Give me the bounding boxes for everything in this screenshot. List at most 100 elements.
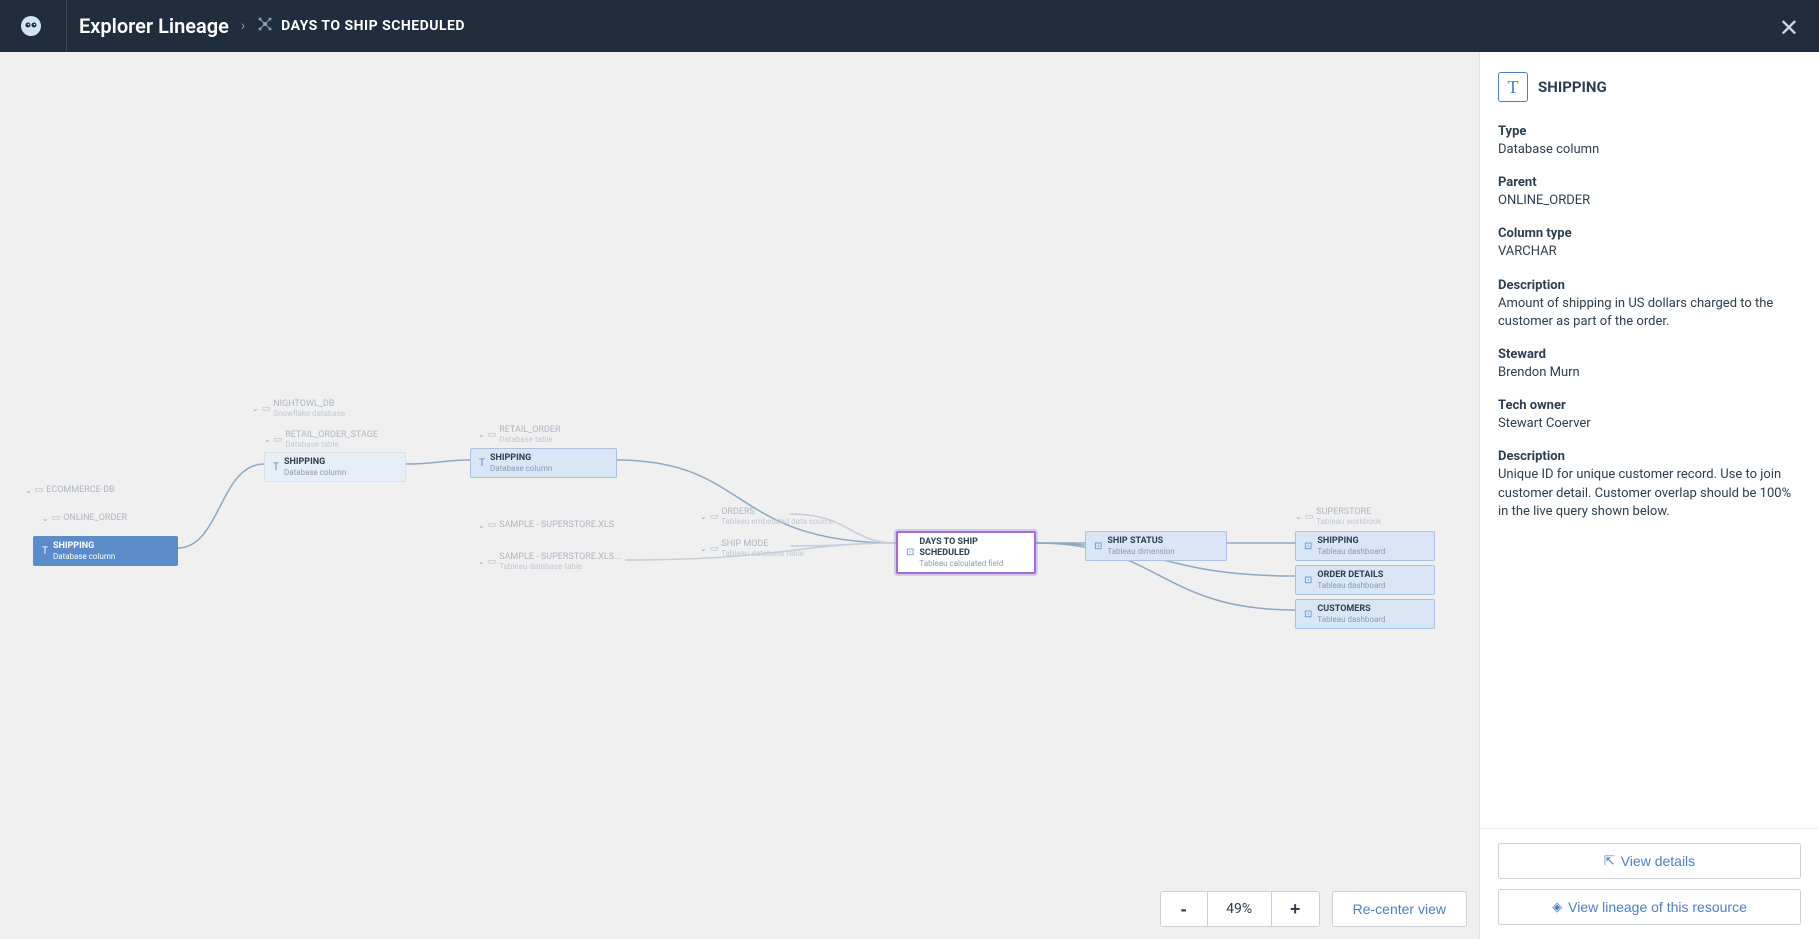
node-title: DAYS TO SHIP SCHEDULED bbox=[919, 537, 1026, 559]
node-type-icon: T bbox=[273, 462, 279, 473]
db-icon: ▭ bbox=[710, 544, 719, 554]
lineage-label-retail-order-stage[interactable]: ⌄▭RETAIL_ORDER_STAGEDatabase table bbox=[264, 430, 378, 449]
node-title: SHIP STATUS bbox=[1107, 536, 1174, 547]
node-subtitle: Database column bbox=[490, 464, 552, 474]
lineage-label-superstore[interactable]: ⌄▭SUPERSTORETableau workbook bbox=[1295, 507, 1381, 526]
view-lineage-button[interactable]: ◈ View lineage of this resource bbox=[1498, 889, 1801, 925]
view-details-button[interactable]: ⇱ View details bbox=[1498, 843, 1801, 879]
node-type-icon: ⊡ bbox=[1304, 575, 1312, 586]
lineage-node-days-to-ship[interactable]: ⊡ DAYS TO SHIP SCHEDULEDTableau calculate… bbox=[896, 531, 1036, 574]
label-subtitle: Tableau workbook bbox=[1316, 517, 1381, 526]
chevron-down-icon: ⌄ bbox=[1295, 512, 1302, 521]
field-label: Column type bbox=[1498, 226, 1801, 241]
lineage-canvas[interactable]: ⌄▭ECOMMERCE-DB⌄▭ONLINE_ORDER⌄▭NIGHTOWL_D… bbox=[0, 52, 1479, 939]
close-button[interactable]: ✕ bbox=[1779, 14, 1799, 43]
field-value: Brendon Murn bbox=[1498, 364, 1801, 382]
label-subtitle: Database table bbox=[499, 435, 560, 444]
lineage-icon bbox=[257, 16, 273, 36]
db-icon: ▭ bbox=[710, 512, 719, 522]
chevron-down-icon: ⌄ bbox=[25, 486, 32, 495]
panel-field: DescriptionUnique ID for unique customer… bbox=[1498, 449, 1801, 521]
node-subtitle: Database column bbox=[53, 552, 115, 562]
lineage-node-shipping-dash[interactable]: ⊡SHIPPINGTableau dashboard bbox=[1295, 531, 1435, 561]
details-panel: T SHIPPING TypeDatabase columnParentONLI… bbox=[1479, 52, 1819, 939]
node-type-icon: ⊡ bbox=[1094, 541, 1102, 552]
chevron-down-icon: ⌄ bbox=[700, 512, 707, 521]
lineage-label-online-order[interactable]: ⌄▭ONLINE_ORDER bbox=[42, 513, 127, 523]
node-type-icon: ⊡ bbox=[906, 547, 914, 558]
chevron-down-icon: ⌄ bbox=[478, 521, 485, 530]
label-title: SAMPLE - SUPERSTORE.XLS... bbox=[499, 552, 621, 562]
field-value: Amount of shipping in US dollars charged… bbox=[1498, 295, 1801, 331]
node-title: CUSTOMERS bbox=[1317, 604, 1385, 615]
lineage-label-ecommerce-db[interactable]: ⌄▭ECOMMERCE-DB bbox=[25, 485, 115, 495]
lineage-node-order-details[interactable]: ⊡ ORDER DETAILSTableau dashboard bbox=[1295, 565, 1435, 595]
node-title: SHIPPING bbox=[490, 453, 552, 464]
field-value: Unique ID for unique customer record. Us… bbox=[1498, 466, 1801, 521]
lineage-label-ship-mode[interactable]: ⌄▭SHIP MODETableau database table bbox=[700, 539, 804, 558]
zoom-level: 49% bbox=[1208, 891, 1272, 927]
chevron-down-icon: ⌄ bbox=[700, 544, 707, 553]
label-subtitle: Tableau embedded data source bbox=[721, 517, 833, 526]
field-value: VARCHAR bbox=[1498, 243, 1801, 261]
node-title: SHIPPING bbox=[284, 457, 346, 468]
lineage-node-shipping-1[interactable]: T SHIPPINGDatabase column bbox=[264, 452, 406, 482]
panel-field: Steward Brendon Murn bbox=[1498, 347, 1801, 382]
label-title: SAMPLE - SUPERSTORE.XLS bbox=[499, 520, 614, 530]
field-label: Description bbox=[1498, 278, 1801, 293]
recenter-button[interactable]: Re-center view bbox=[1332, 891, 1467, 927]
lineage-label-sample-superstore2[interactable]: ⌄▭SAMPLE - SUPERSTORE.XLS...Tableau data… bbox=[478, 552, 621, 571]
node-subtitle: Tableau calculated field bbox=[919, 559, 1026, 569]
db-icon: ▭ bbox=[262, 404, 271, 414]
lineage-label-nightowl-db[interactable]: ⌄▭NIGHTOWL_DBSnowflake database bbox=[252, 399, 345, 418]
view-details-label: View details bbox=[1621, 853, 1695, 869]
header-divider bbox=[66, 0, 67, 52]
lineage-node-shipping-2[interactable]: TSHIPPINGDatabase column bbox=[470, 448, 617, 478]
db-icon: ▭ bbox=[35, 485, 44, 495]
field-value: Database column bbox=[1498, 141, 1801, 159]
label-title: ECOMMERCE-DB bbox=[46, 485, 115, 495]
lineage-node-ship-status[interactable]: ⊡ SHIP STATUSTableau dimension bbox=[1085, 531, 1227, 561]
lineage-label-sample-superstore[interactable]: ⌄▭SAMPLE - SUPERSTORE.XLS bbox=[478, 520, 614, 530]
app-header: Explorer Lineage › DAYS TO SHIP SCHEDULE… bbox=[0, 0, 1819, 52]
field-label: Steward bbox=[1498, 347, 1801, 362]
chevron-down-icon: ⌄ bbox=[478, 557, 485, 566]
label-title: RETAIL_ORDER bbox=[499, 425, 560, 435]
node-subtitle: Tableau dimension bbox=[1107, 547, 1174, 557]
zoom-in-button[interactable]: + bbox=[1272, 891, 1320, 927]
header-title: Explorer Lineage bbox=[79, 14, 229, 38]
label-title: NIGHTOWL_DB bbox=[273, 399, 345, 409]
label-title: SHIP MODE bbox=[721, 539, 804, 549]
db-icon: ▭ bbox=[274, 435, 283, 445]
field-label: Tech owner bbox=[1498, 398, 1801, 413]
field-label: Parent bbox=[1498, 175, 1801, 190]
node-title: SHIPPING bbox=[53, 541, 115, 552]
node-type-icon: ⊡ bbox=[1304, 609, 1312, 620]
label-title: ONLINE_ORDER bbox=[63, 513, 127, 523]
node-title: ORDER DETAILS bbox=[1317, 570, 1385, 581]
node-subtitle: Tableau dashboard bbox=[1317, 615, 1385, 625]
zoom-controls: - 49% + Re-center view bbox=[1160, 891, 1467, 927]
chevron-down-icon: ⌄ bbox=[252, 404, 259, 413]
node-subtitle: Database column bbox=[284, 468, 346, 478]
lineage-label-orders[interactable]: ⌄▭ORDERSTableau embedded data source bbox=[700, 507, 833, 526]
field-value: ONLINE_ORDER bbox=[1498, 192, 1801, 210]
lineage-node-shipping-col[interactable]: T SHIPPINGDatabase column bbox=[33, 536, 178, 566]
panel-header: T SHIPPING bbox=[1498, 72, 1801, 102]
db-icon: ▭ bbox=[1305, 512, 1314, 522]
lineage-node-customers[interactable]: ⊡ CUSTOMERSTableau dashboard bbox=[1295, 599, 1435, 629]
label-subtitle: Tableau database table bbox=[721, 549, 804, 558]
db-icon: ▭ bbox=[52, 513, 61, 523]
column-type-icon: T bbox=[1498, 72, 1528, 102]
lineage-label-retail-order[interactable]: ⌄▭RETAIL_ORDERDatabase table bbox=[478, 425, 561, 444]
node-subtitle: Tableau dashboard bbox=[1317, 581, 1385, 591]
label-title: RETAIL_ORDER_STAGE bbox=[285, 430, 378, 440]
db-icon: ▭ bbox=[488, 430, 497, 440]
zoom-out-button[interactable]: - bbox=[1160, 891, 1208, 927]
app-logo[interactable] bbox=[16, 11, 46, 41]
panel-field: Description Amount of shipping in US doll… bbox=[1498, 278, 1801, 331]
field-value: Stewart Coerver bbox=[1498, 415, 1801, 433]
page-title: DAYS TO SHIP SCHEDULED bbox=[281, 18, 465, 34]
node-type-icon: T bbox=[42, 546, 48, 557]
panel-field: Column type VARCHAR bbox=[1498, 226, 1801, 261]
